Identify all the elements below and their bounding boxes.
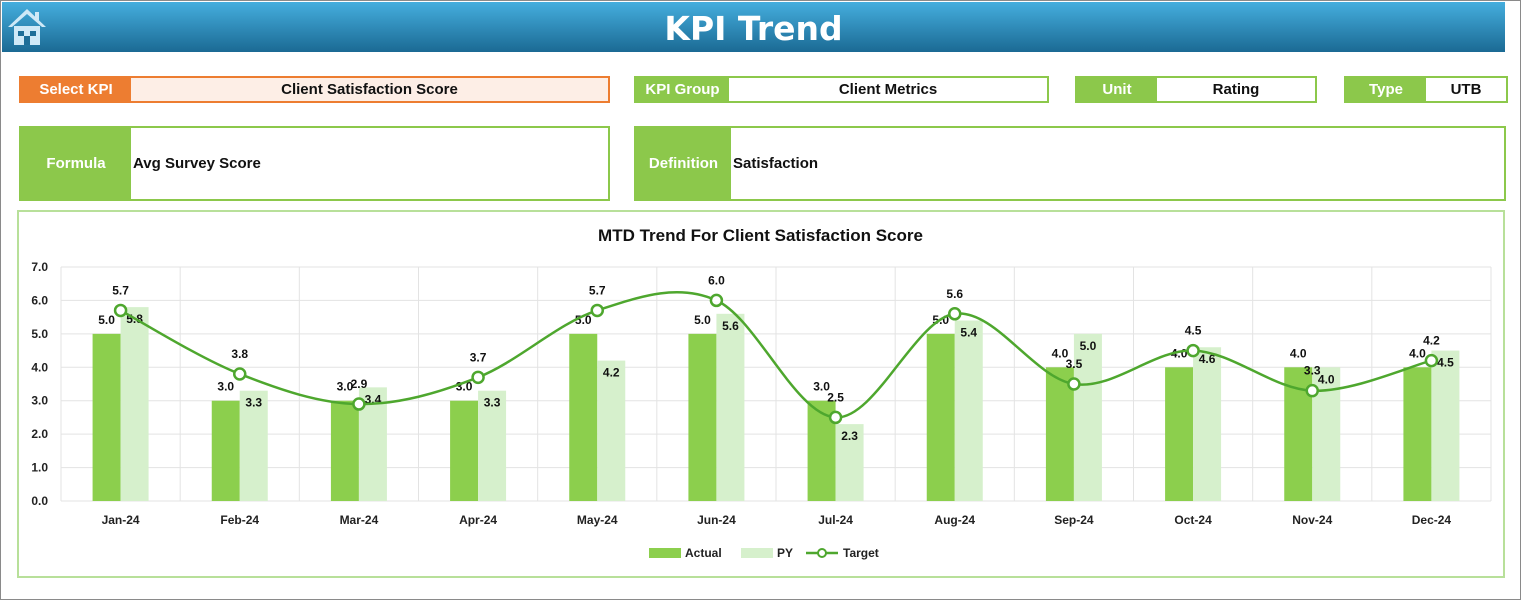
chart-title: MTD Trend For Client Satisfaction Score [598,226,923,245]
formula-field: Formula Avg Survey Score [19,126,610,201]
select-kpi-field: Select KPI Client Satisfaction Score [19,76,610,103]
select-kpi-dropdown[interactable]: Client Satisfaction Score [131,78,608,101]
kpi-group-label: KPI Group [636,78,729,101]
type-value: UTB [1426,78,1506,101]
formula-label: Formula [21,128,131,199]
chart-container [17,210,1505,578]
definition-field: Definition Satisfaction [634,126,1506,201]
formula-value: Avg Survey Score [131,128,608,199]
home-icon[interactable] [6,6,48,46]
kpi-group-value: Client Metrics [729,78,1047,101]
definition-value: Satisfaction [731,128,1504,199]
page-title: KPI Trend [664,9,843,48]
unit-label: Unit [1077,78,1157,101]
type-label: Type [1346,78,1426,101]
kpi-group-field: KPI Group Client Metrics [634,76,1049,103]
unit-field: Unit Rating [1075,76,1317,103]
definition-label: Definition [636,128,731,199]
header-bar: KPI Trend [2,2,1505,52]
select-kpi-label: Select KPI [21,78,131,101]
type-field: Type UTB [1344,76,1508,103]
unit-value: Rating [1157,78,1315,101]
